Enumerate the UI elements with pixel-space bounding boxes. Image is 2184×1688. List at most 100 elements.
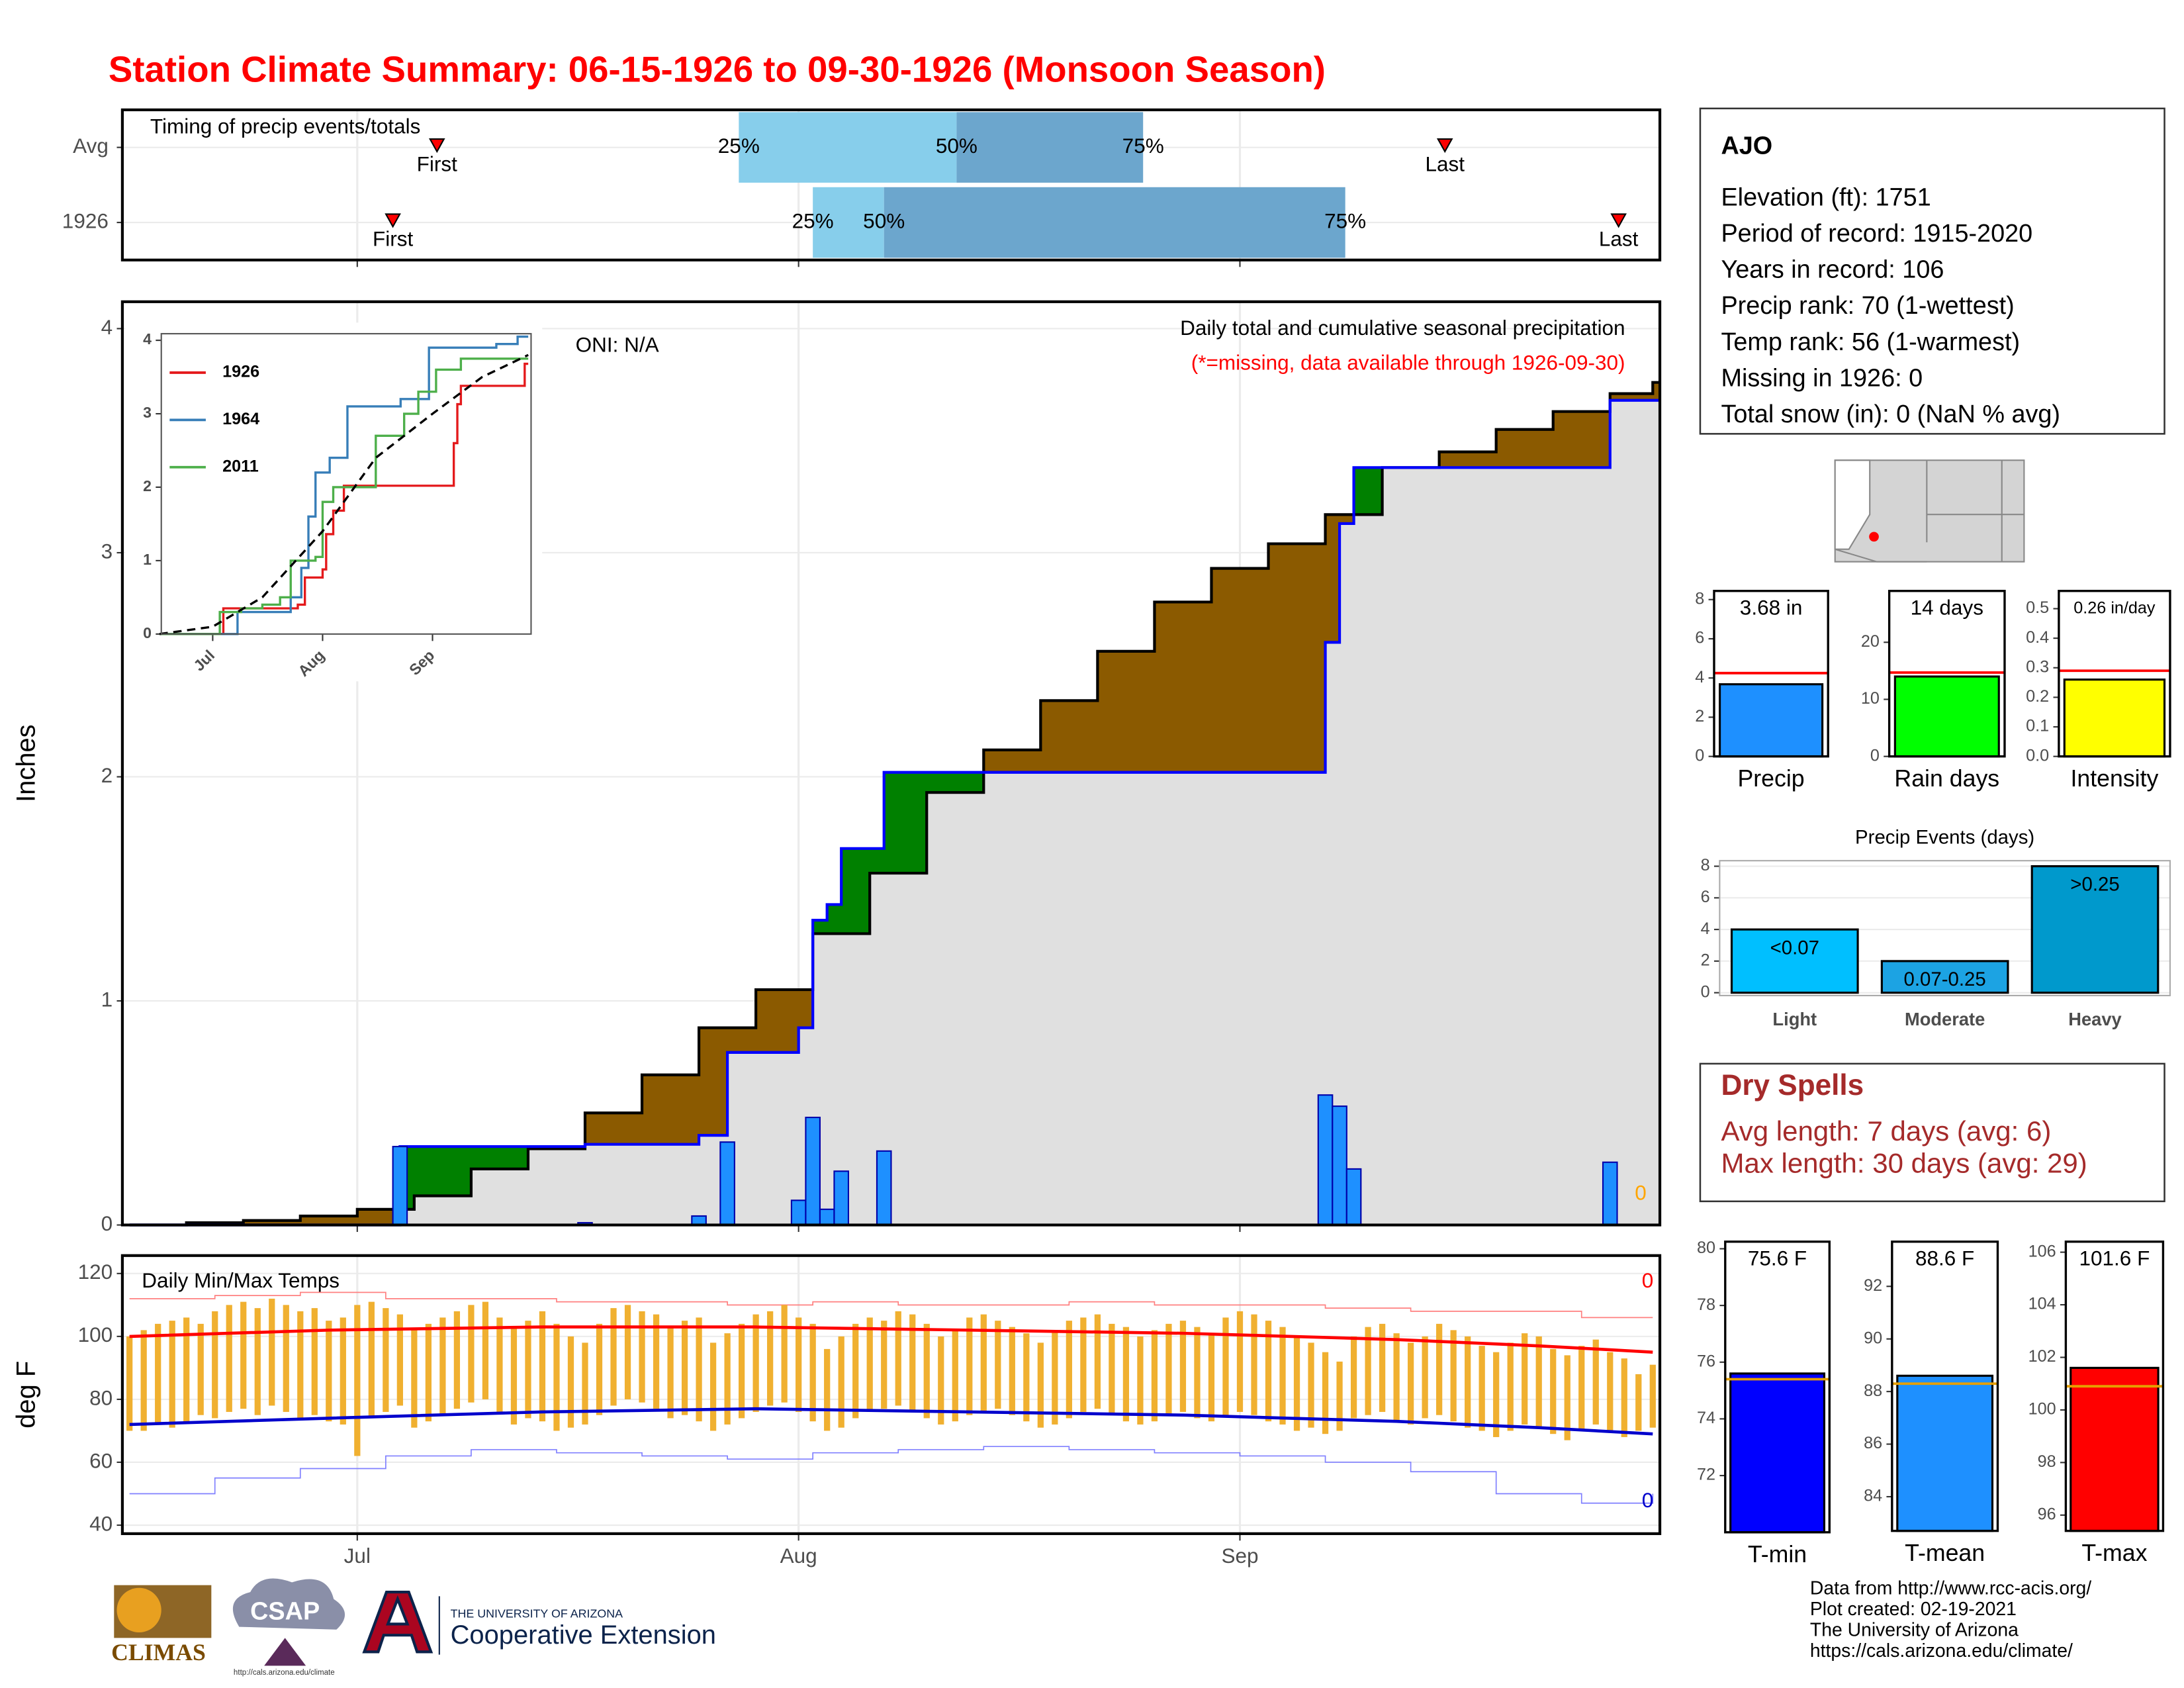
value-label: 75.6 F xyxy=(1748,1246,1807,1270)
temp-bar xyxy=(1379,1323,1386,1412)
bar-label: >0.25 xyxy=(2070,874,2119,896)
y-tick-label: 1 xyxy=(143,551,152,568)
temp-bar xyxy=(1066,1321,1072,1419)
temp-bar xyxy=(881,1321,887,1409)
temp-bar xyxy=(852,1323,859,1419)
y-tick-label: 100 xyxy=(2028,1400,2056,1419)
station-name: AJO xyxy=(1721,132,1772,160)
y-tick-label: 3 xyxy=(101,539,113,563)
y-tick-label: 102 xyxy=(2028,1347,2056,1366)
x-tick-label: T-min xyxy=(1748,1541,1807,1568)
temp-bar xyxy=(496,1317,503,1412)
y-tick-label: 96 xyxy=(2038,1505,2056,1523)
temp-bar xyxy=(539,1311,546,1422)
temp-bar xyxy=(1279,1327,1286,1425)
bar-label: <0.07 xyxy=(1770,937,1819,959)
csap-url: http://cals.arizona.edu/climate xyxy=(234,1669,335,1677)
temp-bar xyxy=(1649,1364,1656,1428)
temp-bar xyxy=(1293,1336,1300,1431)
y-tick-label: 1926 xyxy=(62,209,109,232)
csap-cloud xyxy=(232,1578,345,1630)
temp-bar xyxy=(468,1305,475,1403)
y-tick-label: 1 xyxy=(101,987,113,1011)
daily-bar xyxy=(1317,1094,1334,1226)
temp-bar xyxy=(781,1305,788,1403)
temp-bar xyxy=(411,1330,418,1428)
plot-frame xyxy=(1891,1241,1999,1532)
temp-bar xyxy=(525,1321,531,1419)
temp-bar xyxy=(1550,1348,1557,1434)
temp-bar xyxy=(1037,1342,1044,1428)
chart-subtitle: (*=missing, data available through 1926-… xyxy=(1191,351,1625,375)
value-label: 0.26 in/day xyxy=(2073,599,2156,618)
y-tick-label: 0.2 xyxy=(2026,687,2049,706)
missing-low: 0 xyxy=(1642,1488,1654,1512)
bar xyxy=(1880,960,2009,994)
daily-bar xyxy=(1332,1105,1347,1226)
temp-bar xyxy=(169,1321,175,1428)
dry-spell-line: Max length: 30 days (avg: 29) xyxy=(1721,1147,2087,1178)
temp-bar xyxy=(1350,1336,1357,1419)
y-tick-label: 84 xyxy=(1864,1487,1882,1505)
y-tick-label: 60 xyxy=(89,1448,113,1472)
station-dot xyxy=(1869,532,1879,542)
temp-bar xyxy=(1137,1336,1144,1425)
cumulative-line xyxy=(129,399,1661,1227)
y-tick-label: 98 xyxy=(2038,1452,2056,1471)
value-label: 88.6 F xyxy=(1915,1246,1974,1270)
temp-bar xyxy=(1493,1352,1500,1437)
temp-bar xyxy=(909,1314,916,1412)
temp-bar xyxy=(1251,1314,1257,1415)
y-tick-label: 92 xyxy=(1864,1276,1882,1295)
legend-label: 1926 xyxy=(222,363,259,381)
plot-frame xyxy=(2064,1241,2165,1532)
bar xyxy=(2070,1366,2160,1532)
avg-high-line xyxy=(129,1325,1653,1354)
temp-bar xyxy=(1094,1314,1101,1409)
page-title: Station Climate Summary: 06-15-1926 to 0… xyxy=(109,50,1326,90)
first-label: First xyxy=(373,227,413,251)
temp-bar xyxy=(995,1321,1001,1409)
temp-bar xyxy=(809,1323,816,1422)
temp-bar xyxy=(212,1311,218,1419)
y-tick-label: 0 xyxy=(1701,982,1710,1001)
x-tick-label: T-mean xyxy=(1905,1540,1985,1566)
oni-label: ONI: N/A xyxy=(576,332,659,356)
temp-bar xyxy=(226,1305,232,1412)
x-tick-label: Light xyxy=(1772,1009,1817,1029)
temp-bar xyxy=(1122,1327,1130,1422)
temp-bar xyxy=(653,1314,660,1409)
y-tick-label: 0.3 xyxy=(2026,657,2049,676)
daily-bar xyxy=(833,1170,849,1226)
y-tick-label: 88 xyxy=(1864,1382,1882,1400)
event-marker xyxy=(429,138,445,154)
series-line xyxy=(159,362,529,635)
daily-bar xyxy=(392,1146,408,1226)
climas-text: CLIMAS xyxy=(111,1639,206,1665)
temp-bar xyxy=(269,1298,275,1406)
series-line xyxy=(159,357,529,635)
quartile-bar xyxy=(739,112,957,183)
temp-bar xyxy=(796,1317,802,1412)
y-tick-label: 78 xyxy=(1697,1295,1715,1314)
y-tick-label: 72 xyxy=(1697,1466,1715,1484)
station-line: Temp rank: 56 (1-warmest) xyxy=(1721,328,2020,356)
plot-frame xyxy=(120,1254,1662,1535)
event-marker xyxy=(385,213,401,228)
temp-bar xyxy=(1621,1358,1627,1437)
temp-bar xyxy=(724,1333,731,1425)
temp-bar xyxy=(283,1305,289,1412)
station-line: Elevation (ft): 1751 xyxy=(1721,183,1931,211)
bar xyxy=(1896,1374,1994,1532)
y-tick-label: 76 xyxy=(1697,1352,1715,1370)
plot-frame xyxy=(1888,590,2006,758)
temp-bar xyxy=(553,1323,560,1431)
temp-bar xyxy=(681,1321,688,1415)
y-tick-label: 4 xyxy=(1701,919,1710,938)
ua-text: THE UNIVERSITY OF ARIZONA xyxy=(451,1607,623,1620)
station-line: Precip rank: 70 (1-wettest) xyxy=(1721,292,2014,320)
legend-label: 2011 xyxy=(222,457,259,475)
quartile-label: 50% xyxy=(863,209,905,232)
y-tick-label: 0.4 xyxy=(2026,628,2049,647)
